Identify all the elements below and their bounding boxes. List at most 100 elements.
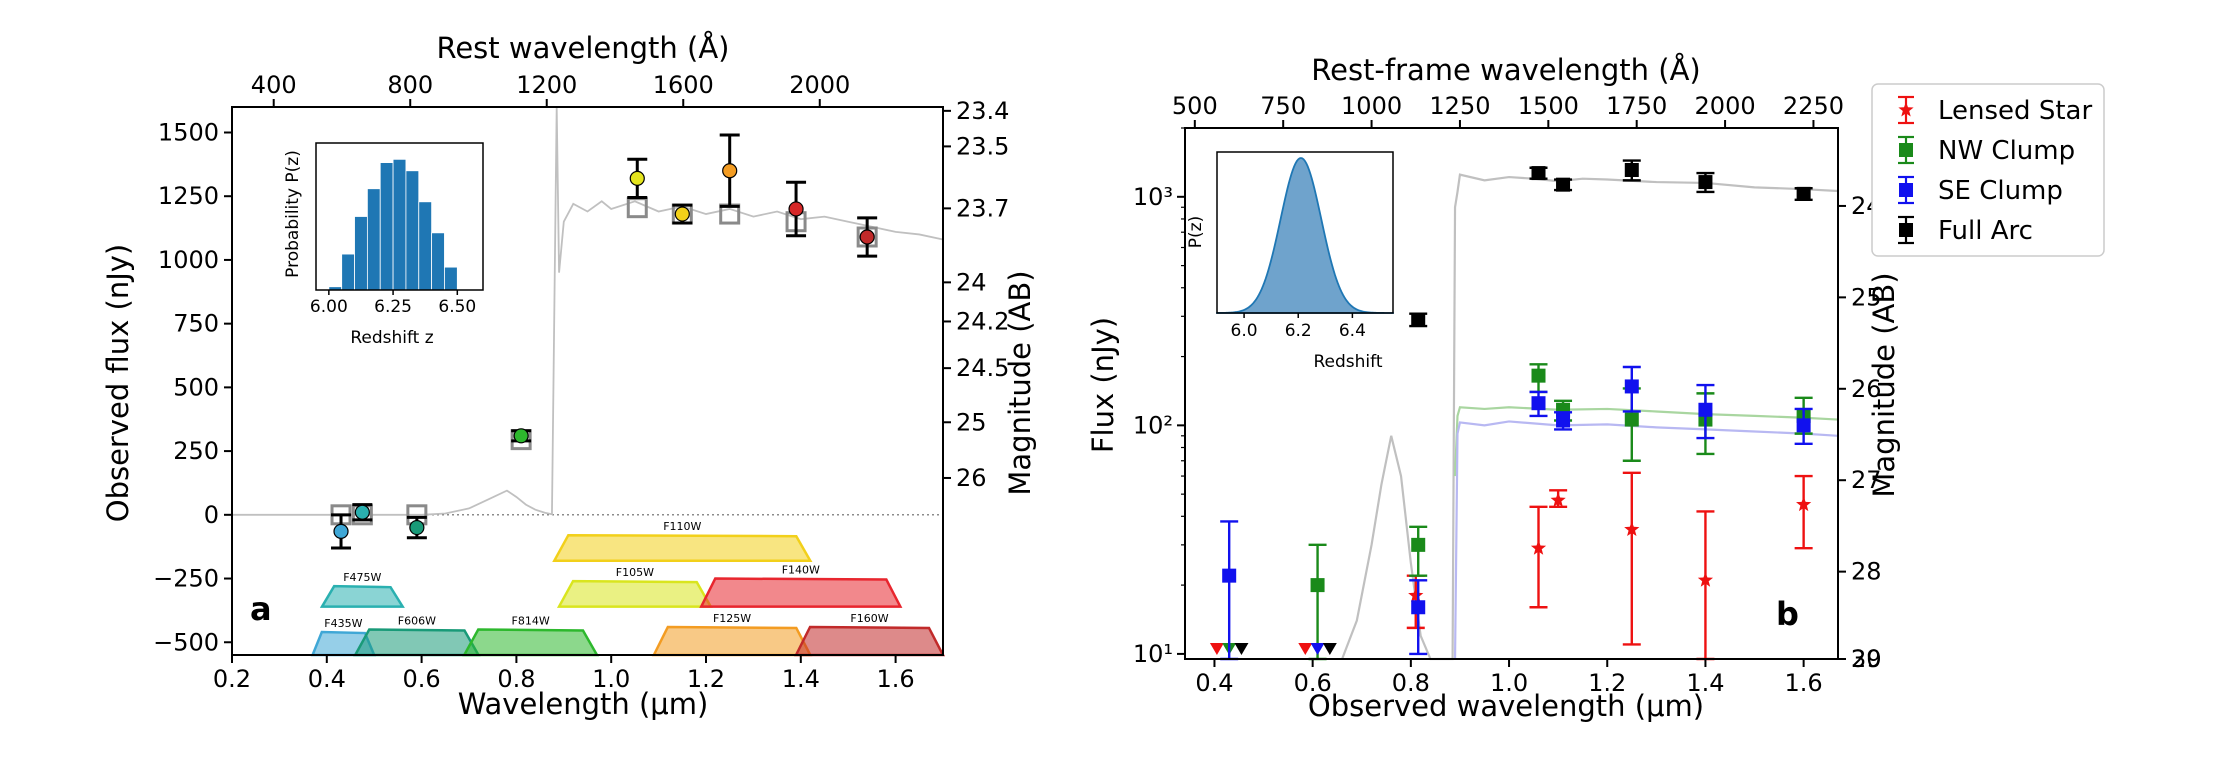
filter-curve-F606W (353, 628, 481, 657)
panel-a-ytick-label-4: 500 (173, 373, 219, 401)
panel-b-tag: b (1776, 595, 1799, 633)
panel-b-inset-ylabel: P(z) (1186, 216, 1206, 248)
series-2-point-6 (1796, 418, 1811, 433)
panel-a-xtick-label-2: 0.6 (403, 665, 441, 693)
panel-a-righttick-label-7: 26 (956, 464, 987, 492)
series-0-upper-limit-1 (1298, 643, 1313, 655)
filter-curve-F125W (651, 625, 813, 657)
panel-a-righttick-label-0: 23.4 (956, 97, 1009, 125)
series-3-point-3 (1624, 162, 1639, 177)
panel-a-toptick-label-0: 400 (251, 71, 297, 99)
panel-b-toptick-label-4: 1500 (1518, 92, 1579, 120)
panel-a-inset-xlabel: Redshift z (350, 328, 433, 348)
inset-hist-bar-5 (392, 158, 407, 291)
panel-b-righttick-label-2: 26 (1851, 375, 1882, 403)
legend-label-3: Full Arc (1938, 216, 2033, 246)
model-curve-2 (1453, 420, 1839, 660)
inset-b-xtick-label-2: 6.4 (1339, 321, 1366, 341)
inset-hist-bar-1 (341, 253, 355, 291)
legend-frame (1871, 83, 2105, 257)
measurement-point-6 (722, 163, 738, 179)
legend: Lensed Star NW Clump SE Clump Full Arc (1871, 83, 2105, 257)
filter-curve-F105W (556, 579, 713, 608)
panel-b-xtick-label-3: 1.0 (1490, 669, 1528, 697)
filter-curve-F475W (319, 584, 405, 608)
series-2-upper-limit-0 (1310, 643, 1325, 655)
panel-a-xlabel: Wavelength (μm) (458, 687, 709, 721)
model-spectrum-line (232, 106, 944, 516)
series-0-point-3 (1624, 521, 1640, 537)
panel-a-righttick-label-4: 24.2 (956, 307, 1009, 335)
series-3-point-5 (1796, 186, 1811, 201)
model-curve-0 (1341, 173, 1839, 661)
panel-b-righttick-label-5: 29 (1851, 645, 1882, 673)
series-3-upper-limit-1 (1322, 643, 1337, 655)
series-1-point-1 (1411, 537, 1426, 552)
inset-a-xtick-label-2: 6.50 (438, 297, 476, 317)
legend-marker-3 (1899, 223, 1913, 237)
filter-label-F435W: F435W (324, 617, 362, 630)
panel-a: a Wavelength (μm) Rest wavelength (Å) Ob… (101, 31, 1037, 721)
filter-label-F140W: F140W (782, 564, 820, 577)
series-2-point-0 (1222, 568, 1237, 583)
inset-hist-bar-8 (431, 232, 445, 291)
panel-b-inset-xlabel: Redshift (1313, 352, 1382, 372)
measurement-point-3 (513, 428, 529, 444)
inset-b-xtick-label-1: 6.2 (1285, 321, 1312, 341)
panel-b-frame (1184, 127, 1839, 660)
measurement-point-4 (629, 170, 645, 186)
panel-a-frame (231, 106, 944, 656)
panel-b-toptick-label-5: 1750 (1606, 92, 1667, 120)
panel-b-righttick-label-4: 28 (1851, 558, 1882, 586)
series-1-point-2 (1531, 368, 1546, 383)
panel-b: b Observed wavelength (μm) Rest-frame wa… (1086, 53, 1901, 723)
panel-b-toptick-label-2: 1000 (1341, 92, 1402, 120)
legend-label-0: Lensed Star (1938, 96, 2092, 126)
inset-hist-bar-4 (379, 162, 394, 291)
panel-b-toptick-label-7: 2250 (1783, 92, 1844, 120)
panel-b-righttick-label-6: 30 (1851, 645, 1882, 673)
panel-a-toptick-label-1: 800 (387, 71, 433, 99)
panel-a-tag: a (250, 590, 272, 628)
model-curve-1 (1453, 406, 1839, 477)
series-3-point-2 (1556, 177, 1571, 192)
panel-b-xtick-label-1: 0.6 (1294, 669, 1332, 697)
measurement-point-5 (674, 206, 690, 222)
series-3-upper-limit-0 (1234, 643, 1249, 655)
legend-entries: Lensed Star NW Clump SE Clump Full Arc (1898, 95, 2092, 246)
panel-a-righttick-label-6: 25 (956, 408, 987, 436)
panel-b-ytick-label-1: 10² (1133, 411, 1173, 439)
legend-marker-2 (1899, 183, 1913, 197)
measurement-point-0 (333, 523, 349, 539)
panel-b-righttick-label-1: 25 (1851, 283, 1882, 311)
panel-b-xtick-label-6: 1.6 (1785, 669, 1823, 697)
series-0-point-1 (1530, 540, 1547, 555)
series-0-point-5 (1796, 496, 1812, 512)
filter-label-F110W: F110W (663, 520, 701, 533)
panel-a-righttick-label-3: 24 (956, 268, 987, 296)
panel-b-toptick-label-6: 2000 (1695, 92, 1756, 120)
series-3-point-1 (1531, 166, 1546, 181)
panel-a-ytick-label-1: −250 (153, 565, 219, 593)
panel-a-xtick-label-3: 0.8 (497, 665, 535, 693)
panel-a-toptick-label-2: 1200 (516, 71, 577, 99)
panel-b-toptick-label-0: 500 (1172, 92, 1218, 120)
panel-b-xtick-label-4: 1.2 (1588, 669, 1626, 697)
panel-b-toptick-label-1: 750 (1260, 92, 1306, 120)
filter-curve-F160W (794, 625, 946, 657)
panel-a-xtick-label-7: 1.6 (877, 665, 915, 693)
legend-label-1: NW Clump (1938, 136, 2075, 166)
panel-b-xtick-label-0: 0.4 (1195, 669, 1233, 697)
panel-b-xlabel: Observed wavelength (μm) (1308, 689, 1704, 723)
filter-label-F160W: F160W (850, 612, 888, 625)
filter-label-F814W: F814W (512, 615, 550, 628)
series-2-point-3 (1556, 413, 1571, 428)
filter-label-F125W: F125W (713, 612, 751, 625)
panel-b-ylabel: Flux (nJy) (1086, 317, 1120, 453)
series-3-point-4 (1698, 175, 1713, 190)
measurement-point-1 (354, 504, 370, 520)
panel-a-ytick-label-3: 250 (173, 437, 219, 465)
panel-b-inset-pdf: Redshift P(z) 6.0 6.2 6.4 (1186, 151, 1394, 372)
panel-a-inset-ylabel: Probability P(z) (283, 150, 303, 278)
inset-a-xtick-label-0: 6.00 (310, 297, 348, 317)
